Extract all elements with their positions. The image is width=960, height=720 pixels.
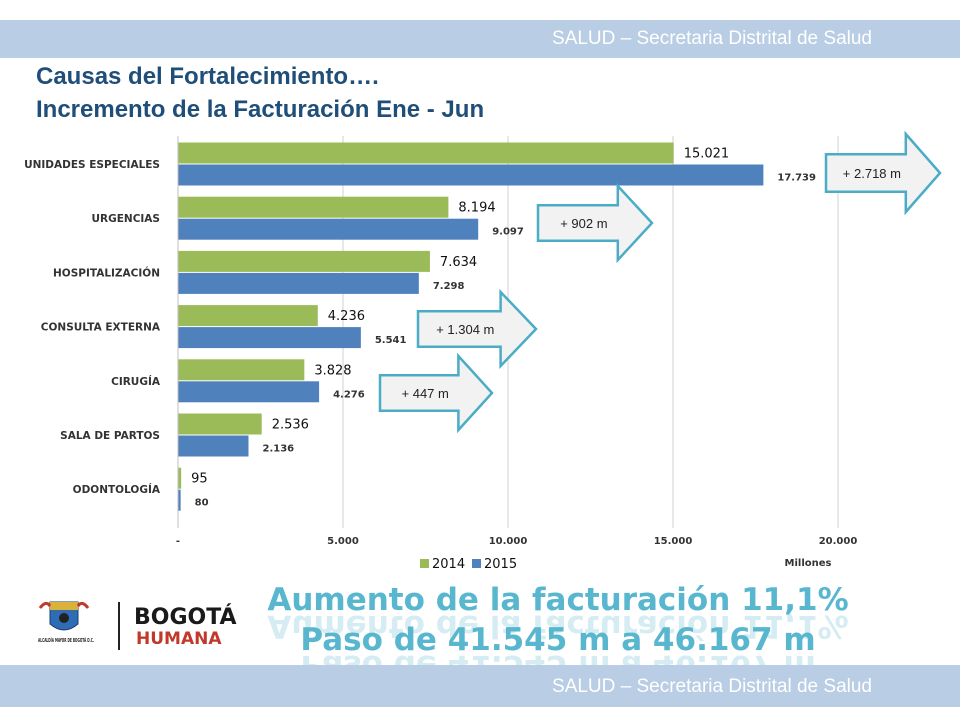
data-label-2014-6: 95 — [191, 472, 208, 487]
data-label-2014-5: 2.536 — [272, 418, 309, 433]
chart-bars — [178, 142, 764, 511]
data-label-2015-4: 4.276 — [333, 389, 365, 400]
bar-2015-6 — [178, 489, 181, 511]
callout-label-0: + 2.718 m — [843, 166, 901, 181]
footer-text: SALUD – Secretaria Distrital de Salud — [552, 676, 872, 697]
x-axis-title: Millones — [785, 558, 832, 569]
x-tick-label-3: 15.000 — [654, 536, 693, 547]
bar-2014-1 — [178, 196, 449, 218]
data-label-2014-4: 3.828 — [314, 363, 351, 378]
category-label-0: UNIDADES ESPECIALES — [24, 159, 160, 171]
bar-2014-2 — [178, 250, 430, 272]
data-label-2014-2: 7.634 — [440, 255, 477, 270]
logo-divider — [118, 602, 120, 650]
data-label-2015-2: 7.298 — [433, 281, 465, 292]
category-label-2: HOSPITALIZACIÓN — [53, 266, 160, 279]
headline: Aumento de la facturación 11,1% Aumento … — [258, 580, 858, 684]
bar-2015-3 — [178, 327, 361, 349]
chart-legend: 2014 2015 — [420, 557, 517, 572]
chart-labels: UNIDADES ESPECIALES 15.021 17.739 URGENCIAS… — [24, 147, 816, 509]
data-label-2014-3: 4.236 — [328, 309, 365, 324]
x-tick-label-4: 20.000 — [819, 536, 858, 547]
chart-callouts: + 2.718 m + 902 m + 1.304 m + 447 m — [378, 130, 942, 434]
bar-2014-0 — [178, 142, 674, 164]
bogota-text: BOGOTÁ — [134, 604, 237, 630]
x-tick-label-1: 5.000 — [327, 536, 359, 547]
headline-line-1: Aumento de la facturación 11,1% Aumento … — [258, 580, 858, 644]
category-label-3: CONSULTA EXTERNA — [41, 322, 161, 334]
legend-label-2015: 2015 — [484, 557, 517, 572]
data-label-2015-1: 9.097 — [492, 227, 524, 238]
category-label-5: SALA DE PARTOS — [60, 430, 160, 442]
chart-axis: - 5.000 10.000 15.000 20.000 Millones — [176, 136, 857, 569]
legend-swatch-2015 — [472, 559, 481, 568]
title-line-1: Causas del Fortalecimiento…. — [36, 63, 379, 90]
data-label-2015-6: 80 — [195, 498, 209, 509]
bar-2014-6 — [178, 467, 182, 489]
callout-arrow-1 — [536, 182, 654, 264]
humana-text: HUMANA — [136, 629, 222, 649]
bar-2015-0 — [178, 164, 764, 186]
bar-2015-1 — [178, 218, 479, 240]
category-label-6: ODONTOLOGÍA — [73, 483, 161, 496]
callout-label-3: + 447 m — [402, 386, 449, 401]
callout-label-2: + 1.304 m — [436, 322, 494, 337]
x-tick-label-2: 10.000 — [489, 536, 528, 547]
bar-2015-5 — [178, 435, 249, 457]
data-label-2014-1: 8.194 — [458, 201, 495, 216]
x-tick-label-0: - — [176, 536, 180, 547]
bar-2014-4 — [178, 359, 305, 381]
bar-2015-4 — [178, 381, 320, 403]
data-label-2015-0: 17.739 — [777, 173, 816, 184]
alcaldia-logo: ALCALDÍA MAYOR DE BOGOTÁ D.C. — [38, 601, 94, 644]
bar-2014-5 — [178, 413, 262, 435]
alcaldia-text: ALCALDÍA MAYOR DE BOGOTÁ D.C. — [38, 636, 94, 644]
data-label-2015-5: 2.136 — [262, 444, 294, 455]
headline-line-1-text: Aumento de la facturación 11,1% — [267, 582, 849, 618]
bar-2015-2 — [178, 272, 419, 294]
headline-line-2: Paso de 41.545 m a 46.167 m Paso de 41.5… — [258, 620, 858, 684]
footer-band: SALUD – Secretaria Distrital de Salud — [0, 665, 960, 707]
bar-2014-3 — [178, 305, 318, 327]
data-label-2015-3: 5.541 — [375, 335, 407, 346]
data-label-2014-0: 15.021 — [684, 147, 730, 162]
header-text: SALUD – Secretaria Distrital de Salud — [552, 28, 872, 49]
callout-arrow-2 — [416, 288, 538, 370]
callout-arrow-3 — [378, 352, 494, 434]
legend-swatch-2014 — [420, 559, 429, 568]
callout-label-1: + 902 m — [560, 216, 607, 231]
headline-line-2-text: Paso de 41.545 m a 46.167 m — [300, 622, 816, 658]
legend-label-2014: 2014 — [432, 557, 465, 572]
header-band: SALUD – Secretaria Distrital de Salud — [0, 20, 960, 58]
title-line-2: Incremento de la Facturación Ene - Jun — [36, 96, 485, 123]
footer-logos: ALCALDÍA MAYOR DE BOGOTÁ D.C. BOGOTÁ HUM… — [38, 601, 237, 650]
category-label-1: URGENCIAS — [92, 213, 161, 225]
category-label-4: CIRUGÍA — [111, 375, 161, 388]
callout-arrow-0 — [824, 130, 942, 216]
slide-title: Causas del Fortalecimiento…. Incremento … — [36, 60, 484, 126]
